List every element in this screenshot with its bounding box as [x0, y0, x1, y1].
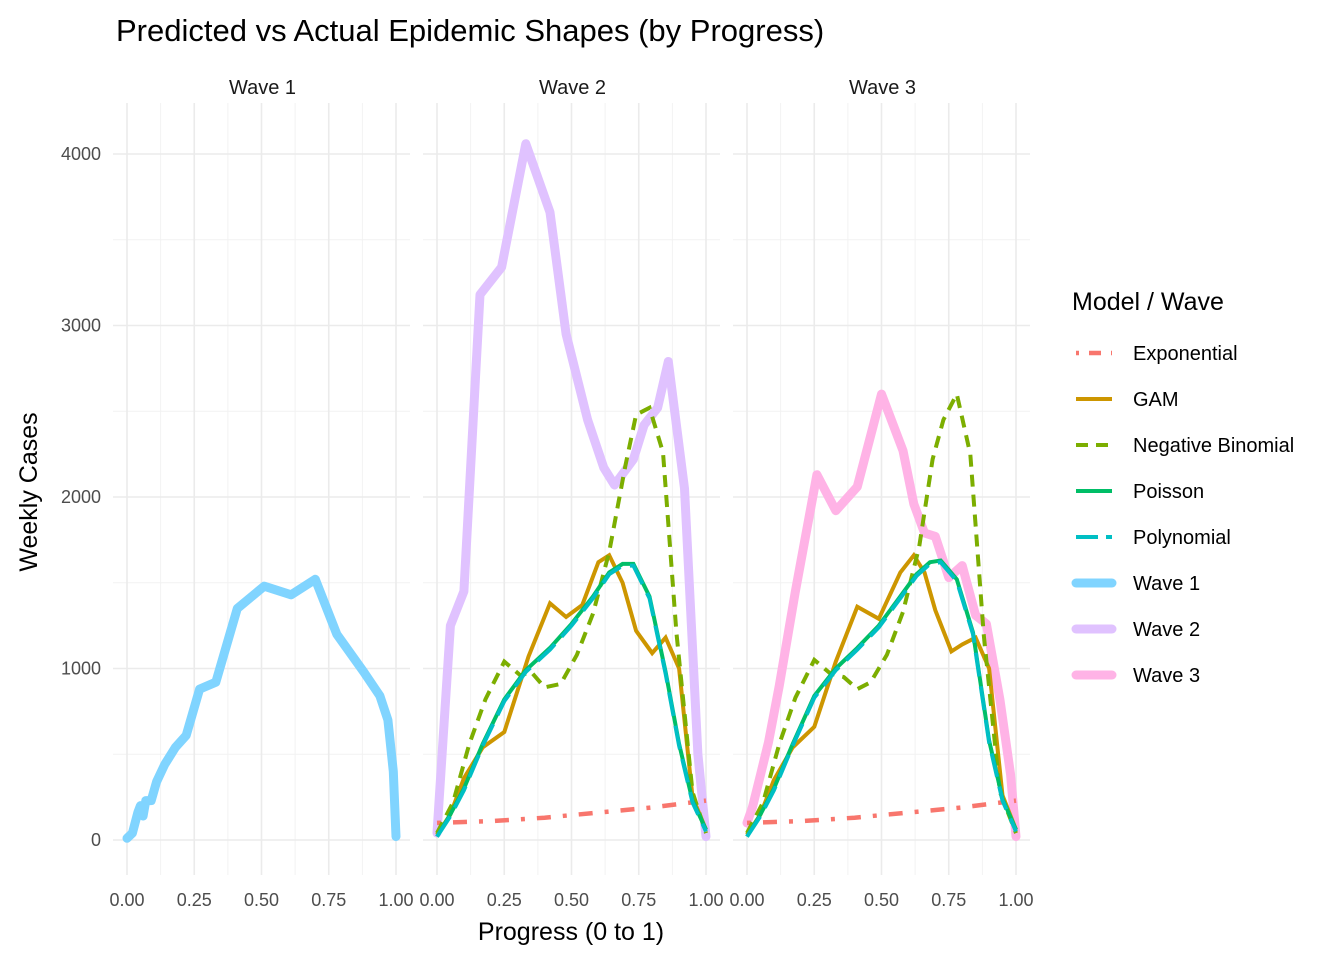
y-axis-ticks: 0 1000 2000 3000 4000 [61, 144, 101, 850]
legend-title: Model / Wave [1072, 288, 1224, 316]
legend-label: Wave 3 [1133, 665, 1200, 687]
legend-label: Wave 1 [1133, 573, 1200, 595]
legend: Exponential GAM Negative Binomial Poisson Po… [1071, 343, 1294, 687]
x-tick-label: 0.50 [244, 890, 279, 910]
x-tick-label: 0.00 [729, 890, 764, 910]
legend-label: Poisson [1133, 481, 1204, 503]
facet-label: Wave 1 [229, 77, 296, 99]
x-tick-label: 0.25 [797, 890, 832, 910]
x-tick-label: 0.50 [864, 890, 899, 910]
gridlines [113, 103, 410, 875]
y-tick-label: 3000 [61, 316, 101, 336]
x-tick-label: 0.00 [109, 890, 144, 910]
x-tick-label: 0.25 [487, 890, 522, 910]
series-line-exponential [436, 798, 707, 826]
x-axis-title: Progress (0 to 1) [478, 918, 664, 946]
legend-label: Polynomial [1133, 527, 1231, 549]
y-tick-label: 1000 [61, 659, 101, 679]
panel-wave-1: Wave 1 0.00 0.25 0.50 0.75 1.00 [109, 77, 413, 910]
gridlines [733, 103, 1030, 875]
legend-label: Exponential [1133, 343, 1238, 365]
y-axis-title: Weekly Cases [15, 412, 43, 571]
legend-item-exponential: Exponential [1076, 343, 1238, 365]
series-line-wave-2 [432, 139, 711, 842]
series-line-wave-1 [122, 574, 401, 843]
y-tick-label: 4000 [61, 144, 101, 164]
y-tick-label: 0 [91, 830, 101, 850]
series-line-exponential [746, 798, 1017, 826]
legend-item-negative-binomial: Negative Binomial [1076, 435, 1294, 457]
panel-wave-3: Wave 3 0.00 0.25 0.50 0.75 1.00 [729, 77, 1033, 910]
x-tick-label: 0.50 [554, 890, 589, 910]
legend-item-poisson: Poisson [1076, 481, 1204, 503]
facet-label: Wave 3 [849, 77, 916, 99]
chart-title: Predicted vs Actual Epidemic Shapes (by … [116, 13, 824, 48]
y-tick-label: 2000 [61, 487, 101, 507]
x-tick-label: 0.75 [311, 890, 346, 910]
x-tick-label: 0.25 [177, 890, 212, 910]
x-tick-label: 0.75 [621, 890, 656, 910]
x-tick-label: 0.75 [931, 890, 966, 910]
chart-panels: Wave 1 0.00 0.25 0.50 0.75 1.00 Wave 2 0.00 0.25… [61, 77, 1034, 910]
series-line-negative-binomial [435, 404, 708, 835]
legend-label: Wave 2 [1133, 619, 1200, 641]
x-tick-label: 1.00 [378, 890, 413, 910]
x-tick-label: 0.00 [419, 890, 454, 910]
legend-item-gam: GAM [1076, 389, 1179, 411]
legend-label: GAM [1133, 389, 1179, 411]
panel-wave-2: Wave 2 0.00 0.25 0.50 0.75 1.00 [419, 77, 723, 910]
series-line-negative-binomial [745, 388, 1018, 835]
series-line-polynomial [745, 560, 1018, 838]
legend-item-wave-2: Wave 2 [1071, 619, 1200, 641]
legend-item-wave-3: Wave 3 [1071, 665, 1200, 687]
legend-label: Negative Binomial [1133, 435, 1294, 457]
x-tick-label: 1.00 [998, 890, 1033, 910]
legend-item-wave-1: Wave 1 [1071, 573, 1200, 595]
legend-item-polynomial: Polynomial [1076, 527, 1231, 549]
x-tick-label: 1.00 [688, 890, 723, 910]
facet-label: Wave 2 [539, 77, 606, 99]
series-line-polynomial [435, 563, 708, 838]
